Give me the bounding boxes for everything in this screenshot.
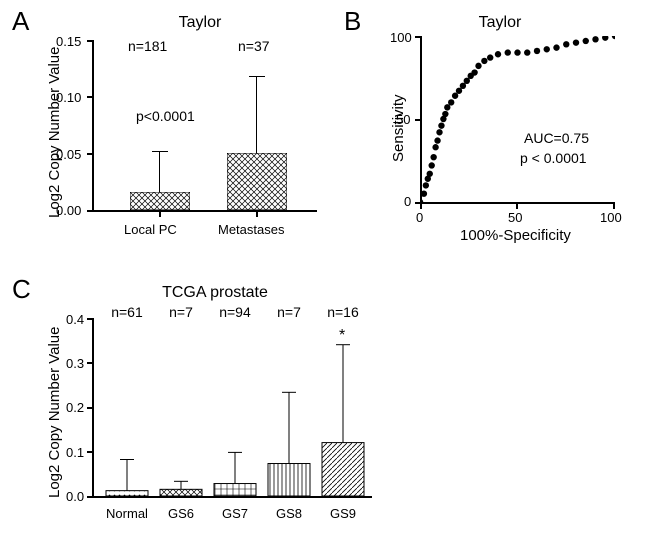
roc-curve bbox=[420, 36, 615, 204]
p-val-a: p<0.0001 bbox=[136, 108, 195, 124]
panel-c-letter: C bbox=[12, 274, 31, 305]
panel-c-title: TCGA prostate bbox=[145, 284, 285, 302]
xlabel-c-2: GS7 bbox=[213, 506, 257, 521]
ytick-50: 50 bbox=[396, 112, 410, 127]
xlabel-c-0: Normal bbox=[105, 506, 149, 521]
xtick-50: 50 bbox=[508, 210, 522, 225]
ytick-3: 0.15 bbox=[56, 34, 81, 49]
ytick-0: 0.00 bbox=[56, 203, 81, 218]
ytick-2: 0.10 bbox=[56, 90, 81, 105]
tick bbox=[420, 204, 422, 209]
n-label-c-2: n=94 bbox=[215, 304, 255, 320]
panel-b-letter: B bbox=[344, 6, 361, 37]
panel-b-chart: 0 50 100 0 50 100 bbox=[420, 36, 615, 204]
ytick-1: 0.1 bbox=[66, 445, 84, 460]
panel-a-letter: A bbox=[12, 6, 29, 37]
tick bbox=[87, 40, 92, 42]
n-label-c-4: n=16 bbox=[323, 304, 363, 320]
panel-b-xlabel: 100%-Specificity bbox=[460, 227, 571, 244]
xlabel-met: Metastases bbox=[218, 222, 284, 237]
ytick-1: 0.05 bbox=[56, 147, 81, 162]
xlabel-c-4: GS9 bbox=[321, 506, 365, 521]
panel-b-title: Taylor bbox=[460, 14, 540, 32]
tick bbox=[516, 204, 518, 209]
n-label-c-0: n=61 bbox=[107, 304, 147, 320]
ytick-3: 0.3 bbox=[66, 356, 84, 371]
panel-a-ylabel: Log2 Copy Number Value bbox=[46, 47, 63, 219]
err-1 bbox=[159, 151, 160, 192]
panel-c-ylabel: Log2 Copy Number Value bbox=[46, 327, 63, 499]
ytick-100: 100 bbox=[390, 30, 412, 45]
xtick bbox=[256, 212, 258, 217]
n-label-c-3: n=7 bbox=[269, 304, 309, 320]
xtick-0: 0 bbox=[416, 210, 423, 225]
y-axis bbox=[92, 40, 94, 212]
tick bbox=[87, 210, 92, 212]
n-181: n=181 bbox=[128, 38, 167, 54]
xlabel-c-3: GS8 bbox=[267, 506, 311, 521]
xlabel-localpc: Local PC bbox=[124, 222, 177, 237]
bars-c bbox=[92, 318, 372, 498]
x-axis bbox=[92, 210, 317, 212]
sig-marker: * bbox=[339, 327, 345, 345]
ytick-4: 0.4 bbox=[66, 312, 84, 327]
tick bbox=[87, 153, 92, 155]
panel-b-ylabel: Sensitivity bbox=[390, 94, 407, 162]
bar-local-pc bbox=[130, 192, 190, 210]
tick bbox=[613, 204, 615, 209]
ytick-0: 0 bbox=[404, 194, 411, 209]
n-label-c-1: n=7 bbox=[161, 304, 201, 320]
panel-c-chart: 0.0 0.1 0.2 0.3 0.4 bbox=[92, 318, 372, 498]
err-cap-1 bbox=[152, 151, 168, 152]
err-2 bbox=[256, 76, 257, 153]
xtick-100: 100 bbox=[600, 210, 622, 225]
tick bbox=[87, 96, 92, 98]
auc-label: AUC=0.75 bbox=[524, 130, 589, 146]
xlabel-c-1: GS6 bbox=[159, 506, 203, 521]
panel-a-title: Taylor bbox=[150, 14, 250, 32]
ytick-2: 0.2 bbox=[66, 400, 84, 415]
bar-metastases bbox=[227, 153, 287, 210]
n-37: n=37 bbox=[238, 38, 270, 54]
panel-a-chart: 0.00 0.05 0.10 0.15 bbox=[92, 40, 317, 212]
p-val-b: p < 0.0001 bbox=[520, 150, 587, 166]
ytick-0: 0.0 bbox=[66, 489, 84, 504]
xtick bbox=[159, 212, 161, 217]
err-cap-2 bbox=[249, 76, 265, 77]
